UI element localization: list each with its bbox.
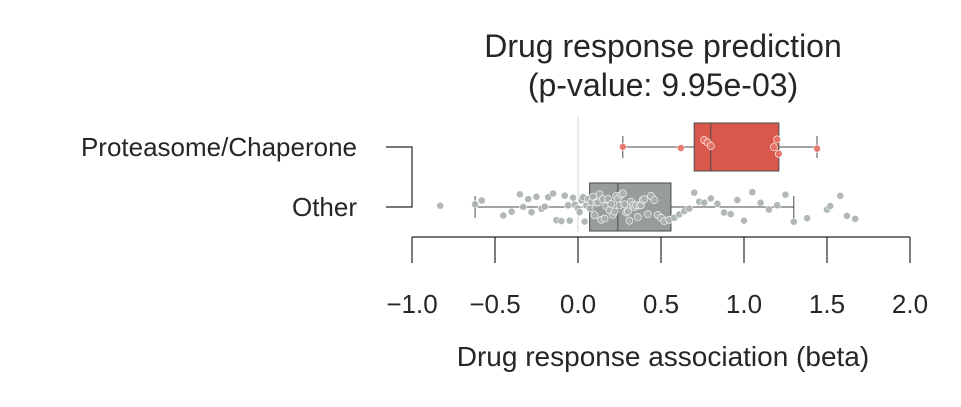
category-label: Proteasome/Chaperone [81, 132, 357, 162]
data-point [685, 204, 694, 213]
data-point [527, 208, 536, 217]
data-point [532, 192, 541, 201]
data-point [851, 214, 860, 223]
data-point [516, 190, 524, 199]
data-point [507, 207, 516, 216]
data-point [643, 210, 652, 219]
data-point [618, 189, 627, 198]
data-point [733, 196, 742, 204]
data-point [540, 202, 549, 211]
data-point [677, 144, 685, 152]
chart-title: Drug response prediction [484, 28, 842, 64]
data-point [618, 142, 627, 151]
data-point [585, 204, 594, 213]
data-point [499, 211, 508, 220]
data-point [477, 196, 486, 205]
data-point [640, 195, 649, 204]
data-point [569, 193, 577, 202]
data-point [524, 195, 533, 203]
data-point [580, 217, 589, 226]
box [693, 122, 780, 172]
data-point [781, 190, 790, 199]
data-point [690, 188, 699, 197]
data-point [720, 208, 728, 217]
x-tick-label: 0.0 [560, 289, 596, 319]
data-point [623, 207, 632, 216]
data-point [633, 213, 642, 222]
x-axis-label: Drug response association (beta) [457, 341, 869, 372]
data-point [625, 216, 634, 225]
data-point [565, 216, 574, 225]
chart-subtitle: (p-value: 9.95e-03) [528, 67, 798, 103]
data-point [600, 214, 609, 223]
x-tick-label: 1.0 [726, 289, 762, 319]
data-point [610, 207, 619, 216]
data-point [700, 198, 709, 207]
data-point [769, 143, 778, 152]
data-point [590, 211, 599, 220]
data-point [560, 191, 569, 200]
data-point [607, 200, 616, 208]
data-point [726, 210, 735, 219]
data-point [564, 201, 572, 210]
data-point [740, 216, 748, 225]
data-point [843, 211, 851, 220]
x-tick-label: 0.5 [643, 289, 679, 319]
data-point [620, 200, 629, 209]
data-point [575, 208, 584, 217]
data-point [773, 201, 782, 210]
plot-layer: −1.0 −0.5 0.0 0.5 1.0 1.5 2.0 Proteasome/Chaper… [81, 117, 928, 319]
data-point [557, 217, 566, 225]
data-point [519, 203, 528, 211]
data-point [826, 202, 835, 210]
data-point [803, 214, 811, 223]
data-point [650, 196, 659, 205]
category-label: Other [292, 192, 357, 222]
data-point [789, 217, 798, 226]
category-bracket [386, 146, 413, 208]
x-tick-label: −1.0 [386, 289, 437, 319]
data-point [748, 188, 757, 197]
data-point [471, 200, 479, 209]
data-point [813, 144, 821, 153]
data-point [765, 205, 773, 214]
data-point [774, 149, 783, 158]
data-point [836, 191, 845, 200]
x-tick-label: −0.5 [469, 289, 520, 319]
data-point [773, 135, 782, 144]
data-point [706, 142, 715, 150]
data-point [756, 198, 765, 207]
x-tick-label: 2.0 [892, 289, 928, 319]
data-point [549, 189, 557, 198]
x-tick-label: 1.5 [809, 289, 845, 319]
data-point [713, 199, 722, 208]
data-point [706, 194, 715, 203]
data-point [436, 201, 445, 210]
